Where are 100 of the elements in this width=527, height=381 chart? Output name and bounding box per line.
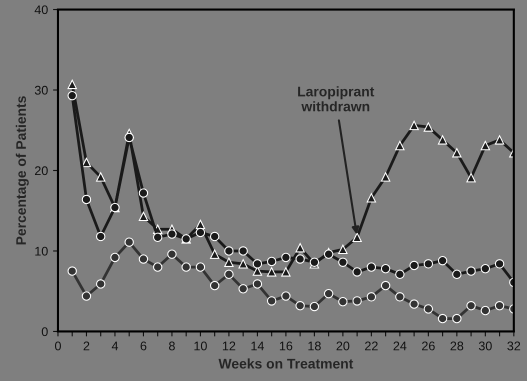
point bbox=[338, 258, 348, 267]
point bbox=[181, 262, 191, 272]
point bbox=[82, 158, 92, 168]
x-tick-label: 32 bbox=[507, 342, 520, 350]
y-tick-label: 40 bbox=[34, 5, 48, 14]
x-tick-label: 28 bbox=[450, 342, 464, 350]
point bbox=[281, 267, 291, 277]
point bbox=[380, 280, 390, 290]
point bbox=[295, 301, 305, 310]
point bbox=[124, 132, 134, 142]
point bbox=[424, 304, 434, 314]
point bbox=[480, 140, 490, 150]
point bbox=[96, 172, 106, 182]
y-tick-label: 10 bbox=[35, 246, 48, 256]
point bbox=[466, 266, 476, 276]
y-axis-title: Percentage of Patients bbox=[16, 96, 29, 244]
point bbox=[395, 140, 405, 150]
point bbox=[68, 80, 77, 90]
point bbox=[124, 237, 134, 247]
point bbox=[295, 243, 305, 252]
point bbox=[82, 194, 92, 204]
point bbox=[167, 250, 177, 259]
point bbox=[153, 262, 162, 272]
point bbox=[424, 122, 434, 132]
point bbox=[438, 256, 448, 266]
point bbox=[409, 299, 419, 309]
x-axis-title: Weeks on Treatment bbox=[218, 358, 354, 369]
point bbox=[395, 292, 405, 302]
point bbox=[409, 260, 419, 270]
point bbox=[366, 262, 376, 272]
y-tick-label: 30 bbox=[34, 86, 48, 95]
x-tick-label: 0 bbox=[54, 342, 61, 350]
point bbox=[210, 232, 220, 242]
x-tick-label: 8 bbox=[169, 342, 175, 350]
x-tick-label: 2 bbox=[84, 342, 90, 350]
point bbox=[238, 284, 248, 294]
point bbox=[438, 314, 448, 324]
point bbox=[210, 280, 220, 290]
point bbox=[452, 148, 462, 158]
point bbox=[310, 302, 320, 312]
point bbox=[452, 314, 462, 324]
x-tick-label: 22 bbox=[365, 342, 378, 350]
point bbox=[295, 254, 305, 264]
point bbox=[224, 258, 234, 267]
x-tick-label: 24 bbox=[394, 342, 406, 350]
point bbox=[238, 246, 248, 256]
point bbox=[110, 202, 120, 212]
point bbox=[452, 270, 462, 280]
x-tick-label: 10 bbox=[194, 342, 207, 350]
point bbox=[352, 232, 362, 242]
x-tick-label: 30 bbox=[478, 342, 492, 350]
point bbox=[266, 267, 276, 277]
point bbox=[138, 212, 148, 222]
point bbox=[494, 259, 504, 269]
point bbox=[480, 264, 490, 274]
point bbox=[68, 90, 77, 100]
x-tick-label: 20 bbox=[336, 342, 350, 350]
x-tick-label: 16 bbox=[280, 342, 292, 350]
point bbox=[409, 120, 419, 130]
point bbox=[466, 173, 476, 182]
point bbox=[366, 193, 376, 203]
point bbox=[224, 270, 234, 280]
point bbox=[494, 301, 504, 310]
point bbox=[138, 188, 148, 198]
point bbox=[252, 259, 262, 269]
point bbox=[466, 301, 476, 310]
point bbox=[224, 246, 234, 256]
point bbox=[338, 297, 348, 306]
y-tick-label: 0 bbox=[42, 327, 48, 336]
point bbox=[338, 244, 348, 254]
x-tick-label: 12 bbox=[222, 342, 236, 350]
point bbox=[210, 250, 220, 259]
point bbox=[324, 288, 334, 298]
point bbox=[380, 172, 390, 182]
x-tick-label: 18 bbox=[308, 342, 321, 350]
point bbox=[281, 252, 291, 262]
x-tick-label: 6 bbox=[140, 342, 146, 350]
x-tick-label: 26 bbox=[422, 342, 435, 350]
point bbox=[352, 296, 362, 306]
point bbox=[494, 135, 504, 145]
point bbox=[281, 291, 291, 301]
point bbox=[324, 250, 334, 259]
point bbox=[181, 234, 191, 244]
point bbox=[438, 135, 448, 145]
x-tick-label: 14 bbox=[251, 342, 264, 350]
point bbox=[252, 279, 262, 289]
point bbox=[196, 228, 206, 238]
point bbox=[167, 229, 177, 239]
point bbox=[424, 259, 434, 269]
point bbox=[82, 291, 92, 301]
point bbox=[380, 264, 390, 274]
x-tick-label: 4 bbox=[112, 342, 118, 350]
point bbox=[196, 262, 206, 272]
point bbox=[266, 296, 276, 306]
point bbox=[352, 267, 362, 277]
y-tick-label: 20 bbox=[34, 166, 48, 176]
point bbox=[153, 232, 162, 242]
point bbox=[480, 306, 490, 316]
point bbox=[366, 292, 376, 302]
point bbox=[395, 270, 405, 280]
